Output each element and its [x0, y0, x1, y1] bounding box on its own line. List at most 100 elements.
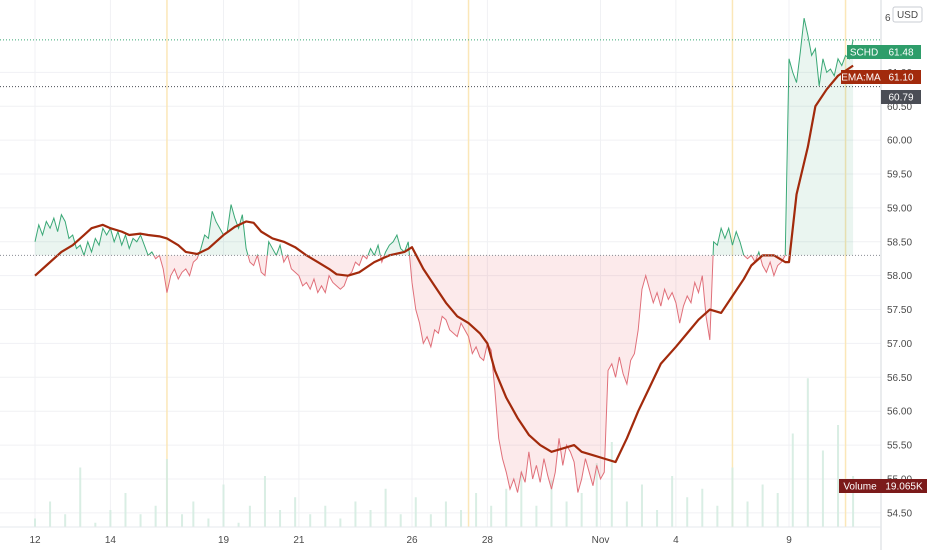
y-tick-label: 58.50 — [887, 237, 912, 248]
volume-bar — [656, 510, 659, 527]
y-tick-label: 60.50 — [887, 102, 912, 113]
volume-bar — [294, 497, 297, 527]
symbol-price-tag[interactable]: SCHD 61.48 — [847, 45, 921, 59]
volume-bar — [165, 459, 168, 527]
ema-indicator-name: EMA:MA — [841, 73, 881, 84]
volume-bar — [716, 505, 719, 527]
baseline-fill — [35, 18, 854, 493]
volume-bar — [248, 505, 251, 527]
x-tick-label: 14 — [105, 535, 117, 546]
time-axis[interactable]: 12 14 19 21 26 28 Nov 4 9 — [29, 535, 792, 546]
series-lines — [34, 18, 854, 493]
currency-badge[interactable]: USD — [892, 6, 923, 23]
currency-label: USD — [897, 10, 918, 21]
y-tick-label: 57.50 — [887, 305, 912, 316]
x-tick-label: 4 — [673, 535, 679, 546]
volume-bar — [686, 497, 689, 527]
volume-bar — [222, 484, 225, 527]
symbol-name: SCHD — [850, 48, 878, 59]
volume-bar — [207, 518, 210, 527]
volume-bar — [535, 505, 538, 527]
volume-bar — [339, 518, 342, 527]
volume-bar — [309, 514, 312, 527]
x-tick-label: 28 — [482, 535, 494, 546]
volume-bar — [460, 510, 463, 527]
y-tick-label: 55.50 — [887, 441, 912, 452]
level-tag[interactable]: 60.79 — [881, 90, 921, 104]
x-tick-label: 19 — [218, 535, 230, 546]
y-tick-label: 57.00 — [887, 339, 912, 350]
volume-bar — [837, 425, 840, 527]
volume-bar — [610, 442, 613, 527]
volume-bar — [49, 501, 52, 527]
volume-bar — [354, 501, 357, 527]
x-tick-label: Nov — [592, 535, 610, 546]
volume-bar — [625, 501, 628, 527]
y-tick-label: 58.00 — [887, 271, 912, 282]
volume-bar — [94, 522, 97, 527]
volume-bar — [565, 501, 568, 527]
volume-bar — [181, 514, 184, 527]
volume-bar — [263, 476, 266, 527]
level-value: 60.79 — [888, 93, 913, 104]
ema-line — [34, 64, 854, 464]
ema-tag[interactable]: EMA:MA 61.10 — [841, 70, 921, 84]
top-tick-partial: 6 — [885, 13, 891, 24]
volume-bar — [701, 488, 704, 527]
volume-bar — [731, 467, 734, 527]
volume-bar — [192, 501, 195, 527]
volume-bar — [399, 514, 402, 527]
volume-bar — [490, 505, 493, 527]
y-tick-label: 54.50 — [887, 508, 912, 519]
y-tick-label: 59.50 — [887, 170, 912, 181]
volume-bar — [806, 378, 809, 527]
area-below-baseline — [35, 255, 854, 493]
volume-bar — [369, 510, 372, 527]
volume-bar — [821, 450, 824, 527]
volume-bar — [671, 476, 674, 527]
volume-bar — [640, 484, 643, 527]
volume-bar — [595, 463, 598, 527]
volume-label: Volume — [843, 482, 877, 493]
volume-bar — [444, 501, 447, 527]
volume-bar — [580, 493, 583, 527]
volume-bar — [475, 493, 478, 527]
volume-bar — [384, 488, 387, 527]
volume-bar — [505, 488, 508, 527]
volume-bar — [746, 501, 749, 527]
y-tick-label: 56.50 — [887, 373, 912, 384]
volume-bars — [34, 378, 855, 527]
x-tick-label: 26 — [406, 535, 418, 546]
volume-bar — [154, 505, 157, 527]
y-tick-label: 59.00 — [887, 203, 912, 214]
volume-bar — [109, 510, 112, 527]
symbol-price-value: 61.48 — [888, 48, 913, 59]
volume-bar — [429, 514, 432, 527]
volume-tag[interactable]: Volume 19.065K — [839, 479, 927, 493]
volume-bar — [324, 505, 327, 527]
price-line-above — [34, 18, 854, 256]
volume-bar — [520, 471, 523, 527]
price-axis[interactable]: 61.0060.5060.0059.5059.0058.5058.0057.50… — [887, 68, 912, 519]
ema-value: 61.10 — [888, 73, 913, 84]
volume-bar — [64, 514, 67, 527]
volume-bar — [139, 514, 142, 527]
volume-bar — [776, 493, 779, 527]
price-line-below — [83, 255, 786, 493]
volume-bar — [761, 484, 764, 527]
volume-bar — [550, 480, 553, 527]
x-tick-label: 9 — [786, 535, 792, 546]
volume-bar — [279, 510, 282, 527]
grid — [0, 0, 881, 527]
y-tick-label: 56.00 — [887, 407, 912, 418]
x-tick-label: 21 — [293, 535, 305, 546]
session-breaks — [166, 0, 847, 527]
volume-bar — [414, 497, 417, 527]
y-tick-label: 60.00 — [887, 136, 912, 147]
volume-value: 19.065K — [885, 482, 923, 493]
volume-bar — [791, 433, 794, 527]
volume-bar — [852, 476, 855, 527]
